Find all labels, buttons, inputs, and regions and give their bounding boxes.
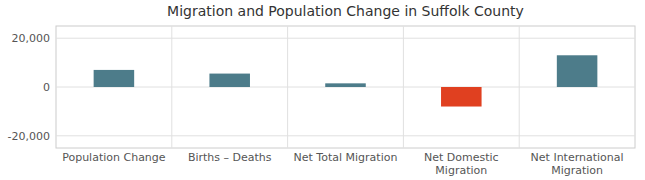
column-separator (171, 26, 172, 148)
bars (94, 55, 598, 106)
bar (441, 87, 482, 107)
x-tick-label: Net InternationalMigration (531, 151, 624, 177)
chart-svg: Migration and Population Change in Suffo… (0, 0, 645, 180)
grid-line (56, 135, 635, 136)
y-tick-label: -20,000 (8, 130, 50, 143)
plot-frame (56, 26, 635, 148)
x-tick-label: Population Change (62, 151, 166, 164)
y-tick-label: 20,000 (12, 32, 51, 45)
title: Migration and Population Change in Suffo… (167, 3, 524, 19)
bar (209, 74, 250, 87)
column-separator (403, 26, 404, 148)
chart-container: Migration and Population Change in Suffo… (0, 0, 645, 180)
x-tick-label: Births – Deaths (188, 151, 272, 164)
bar (94, 70, 135, 87)
bar (325, 83, 366, 87)
column-separator (287, 26, 288, 148)
column-separator (519, 26, 520, 148)
grid-line (56, 38, 635, 39)
y-tick-label: 0 (43, 81, 50, 94)
x-tick-label: Net Total Migration (294, 151, 398, 164)
bar (557, 55, 598, 87)
x-tick-label: Net DomesticMigration (424, 151, 499, 177)
